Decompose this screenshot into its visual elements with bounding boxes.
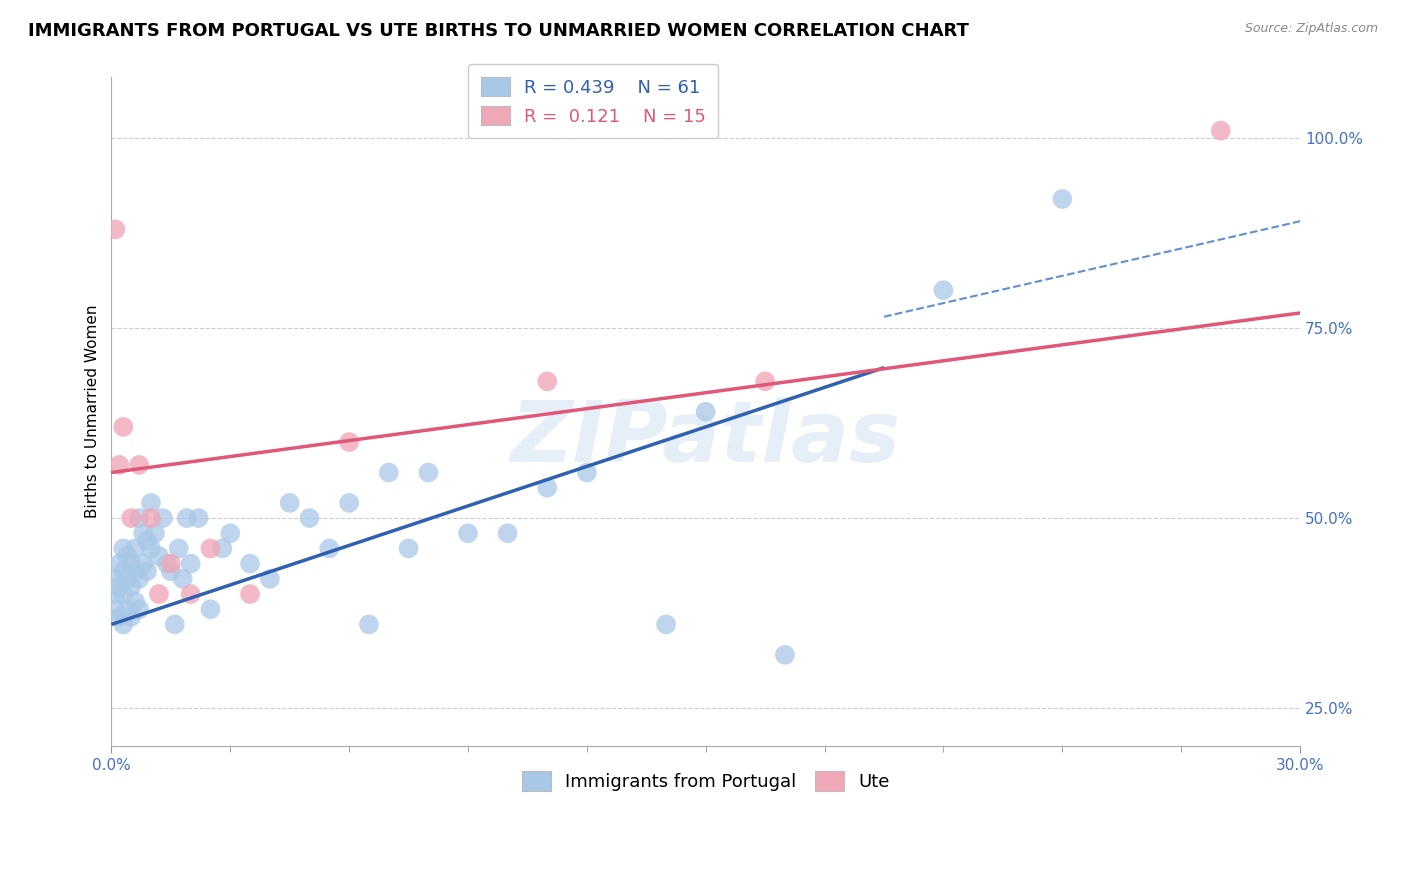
Text: ZIPatlas: ZIPatlas <box>510 397 901 480</box>
Point <box>139 511 162 525</box>
Point <box>398 541 420 556</box>
Point <box>139 496 162 510</box>
Point <box>357 617 380 632</box>
Point <box>156 557 179 571</box>
Point <box>112 617 135 632</box>
Point <box>239 587 262 601</box>
Point <box>108 610 131 624</box>
Point <box>120 579 142 593</box>
Point <box>298 511 321 525</box>
Point <box>211 541 233 556</box>
Point <box>104 602 127 616</box>
Point <box>128 602 150 616</box>
Point <box>536 374 558 388</box>
Point <box>163 617 186 632</box>
Point <box>128 572 150 586</box>
Point <box>259 572 281 586</box>
Point <box>457 526 479 541</box>
Legend: Immigrants from Portugal, Ute: Immigrants from Portugal, Ute <box>509 758 903 804</box>
Text: Source: ZipAtlas.com: Source: ZipAtlas.com <box>1244 22 1378 36</box>
Point <box>108 557 131 571</box>
Point <box>239 557 262 571</box>
Point <box>160 557 183 571</box>
Point <box>695 405 717 419</box>
Point <box>148 549 170 563</box>
Point <box>318 541 340 556</box>
Point <box>418 466 440 480</box>
Point <box>117 549 139 563</box>
Point <box>148 587 170 601</box>
Point <box>655 617 678 632</box>
Point <box>180 557 202 571</box>
Point <box>112 541 135 556</box>
Point <box>108 579 131 593</box>
Point <box>337 496 360 510</box>
Y-axis label: Births to Unmarried Women: Births to Unmarried Women <box>86 305 100 518</box>
Point <box>124 594 146 608</box>
Point <box>120 511 142 525</box>
Point <box>104 572 127 586</box>
Point <box>160 564 183 578</box>
Point <box>1052 192 1074 206</box>
Point <box>200 602 222 616</box>
Point <box>172 572 194 586</box>
Point <box>187 511 209 525</box>
Point <box>139 541 162 556</box>
Point <box>167 541 190 556</box>
Point <box>128 511 150 525</box>
Point <box>112 564 135 578</box>
Point <box>124 541 146 556</box>
Text: IMMIGRANTS FROM PORTUGAL VS UTE BIRTHS TO UNMARRIED WOMEN CORRELATION CHART: IMMIGRANTS FROM PORTUGAL VS UTE BIRTHS T… <box>28 22 969 40</box>
Point <box>120 557 142 571</box>
Point <box>1209 123 1232 137</box>
Point <box>278 496 301 510</box>
Point <box>120 610 142 624</box>
Point <box>128 458 150 472</box>
Point <box>117 572 139 586</box>
Point <box>536 481 558 495</box>
Point <box>112 587 135 601</box>
Point <box>136 533 159 548</box>
Point <box>143 526 166 541</box>
Point <box>219 526 242 541</box>
Point <box>754 374 776 388</box>
Point <box>773 648 796 662</box>
Point <box>575 466 598 480</box>
Point <box>152 511 174 525</box>
Point <box>117 602 139 616</box>
Point <box>112 420 135 434</box>
Point <box>104 222 127 236</box>
Point <box>124 564 146 578</box>
Point <box>337 435 360 450</box>
Point <box>496 526 519 541</box>
Point <box>132 526 155 541</box>
Point <box>104 587 127 601</box>
Point <box>200 541 222 556</box>
Point <box>180 587 202 601</box>
Point <box>176 511 198 525</box>
Point <box>932 283 955 297</box>
Point <box>108 458 131 472</box>
Point <box>132 557 155 571</box>
Point <box>136 564 159 578</box>
Point <box>377 466 399 480</box>
